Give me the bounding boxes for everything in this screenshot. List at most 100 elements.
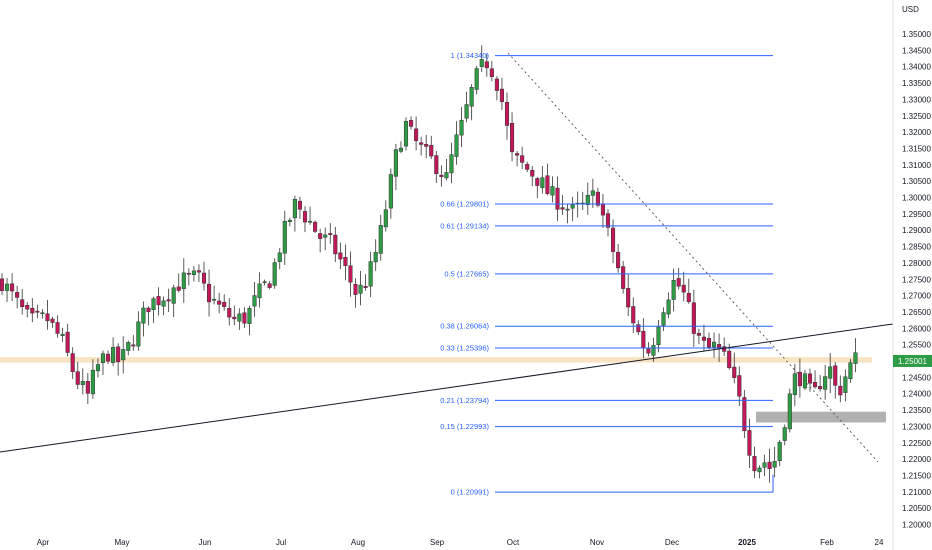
- candle-body: [833, 365, 838, 386]
- time-axis[interactable]: Apr May Jun Jul Aug Sep Oct Nov Dec 2025 Feb 24: [37, 538, 884, 547]
- time-label: Dec: [665, 538, 679, 547]
- price-axis[interactable]: 1.35000 1.34500 1.34000 1.33500 1.33000 1.325…: [892, 0, 932, 550]
- candle-body: [479, 59, 484, 67]
- candle-body: [0, 278, 5, 291]
- candle-body: [247, 307, 252, 324]
- highlight-bands: [0, 357, 886, 423]
- candles: [0, 45, 858, 483]
- candle-body: [70, 353, 75, 373]
- price-tick: 1.24000: [902, 390, 931, 399]
- candle-body: [530, 169, 535, 177]
- candle-body: [252, 295, 257, 307]
- candle-body: [666, 299, 671, 315]
- candle-body: [727, 350, 732, 369]
- time-label: 24: [875, 538, 884, 547]
- candle-body: [646, 348, 651, 354]
- candle-body: [25, 304, 30, 310]
- fib-level-label: 0.21 (1.23794): [440, 396, 489, 405]
- price-tick: 1.23500: [902, 406, 931, 415]
- candle-body: [535, 178, 540, 186]
- candle-body: [85, 381, 90, 394]
- candle-body: [262, 281, 267, 283]
- candle-body: [166, 299, 171, 302]
- candle-body: [823, 376, 828, 390]
- candle-body: [343, 256, 348, 266]
- candle-body: [45, 313, 50, 322]
- candle-body: [484, 61, 489, 69]
- candle-body: [550, 186, 555, 196]
- fib-level-label: 0.66 (1.29801): [440, 200, 489, 209]
- candle-body: [403, 121, 409, 147]
- candle-body: [308, 220, 313, 223]
- price-tick: 1.31500: [902, 144, 931, 153]
- candle-body: [5, 283, 10, 291]
- fib-level-label: 0.33 (1.25396): [440, 344, 489, 353]
- candle-body: [818, 386, 823, 390]
- price-tick: 1.20500: [902, 504, 931, 513]
- fibonacci-retracement[interactable]: 1 (1.34340) 0.66 (1.29801) 0.61 (1.29134) 0…: [440, 51, 774, 497]
- trendlines[interactable]: [0, 52, 894, 463]
- time-label: Feb: [820, 538, 834, 547]
- time-label: Sep: [430, 538, 445, 547]
- candle-body: [429, 145, 434, 157]
- price-tick: 1.22000: [902, 455, 931, 464]
- candle-body: [100, 353, 106, 363]
- candle-body: [191, 270, 196, 275]
- candle-body: [555, 187, 560, 210]
- candle-body: [712, 341, 717, 348]
- candle-body: [176, 286, 181, 291]
- price-tick: 1.30500: [902, 177, 931, 186]
- candle-body: [641, 330, 646, 349]
- candle-body: [732, 366, 737, 378]
- candle-body: [368, 261, 373, 287]
- candle-body: [196, 270, 201, 273]
- candle-body: [30, 307, 35, 314]
- candle-body: [287, 219, 292, 222]
- candle-body: [782, 427, 787, 441]
- candle-body: [106, 353, 111, 362]
- demand-zone[interactable]: [756, 411, 886, 423]
- candle-body: [616, 251, 621, 269]
- candle-body: [297, 200, 302, 210]
- rising-trendline[interactable]: [0, 323, 894, 453]
- price-tick: 1.35000: [902, 30, 931, 39]
- candle-body: [292, 199, 297, 219]
- support-band: [0, 357, 872, 363]
- candle-body: [742, 397, 747, 432]
- candle-body: [469, 87, 474, 107]
- price-tick: 1.26000: [902, 324, 931, 333]
- candle-body: [585, 194, 590, 205]
- candle-body: [323, 234, 328, 238]
- candle-body: [474, 68, 479, 90]
- falling-trendline[interactable]: [507, 52, 879, 463]
- candle-body: [464, 104, 469, 119]
- time-label: Apr: [37, 538, 50, 547]
- price-tick: 1.34500: [902, 46, 931, 55]
- candle-body: [439, 174, 444, 177]
- candle-body: [631, 306, 636, 324]
- candle-body: [636, 324, 641, 333]
- time-label: Aug: [351, 538, 365, 547]
- candle-body: [525, 163, 530, 170]
- candle-body: [676, 278, 681, 287]
- candle-body: [75, 371, 80, 385]
- price-tick: 1.20000: [902, 521, 931, 530]
- candle-body: [570, 204, 575, 209]
- candle-body: [787, 393, 792, 430]
- candle-body: [15, 292, 20, 298]
- candle-body: [373, 252, 378, 263]
- candle-body: [807, 373, 813, 384]
- price-tick: 1.28500: [902, 243, 931, 252]
- candle-body: [626, 288, 631, 308]
- price-tick: 1.21500: [902, 471, 931, 480]
- candle-body: [111, 346, 116, 363]
- candle-body: [80, 381, 85, 385]
- candle-body: [621, 266, 626, 289]
- candle-body: [378, 225, 383, 254]
- candle-body: [267, 283, 272, 288]
- candle-body: [388, 174, 393, 209]
- candle-body: [691, 302, 696, 334]
- candle-body: [737, 375, 742, 397]
- candle-body: [656, 326, 661, 346]
